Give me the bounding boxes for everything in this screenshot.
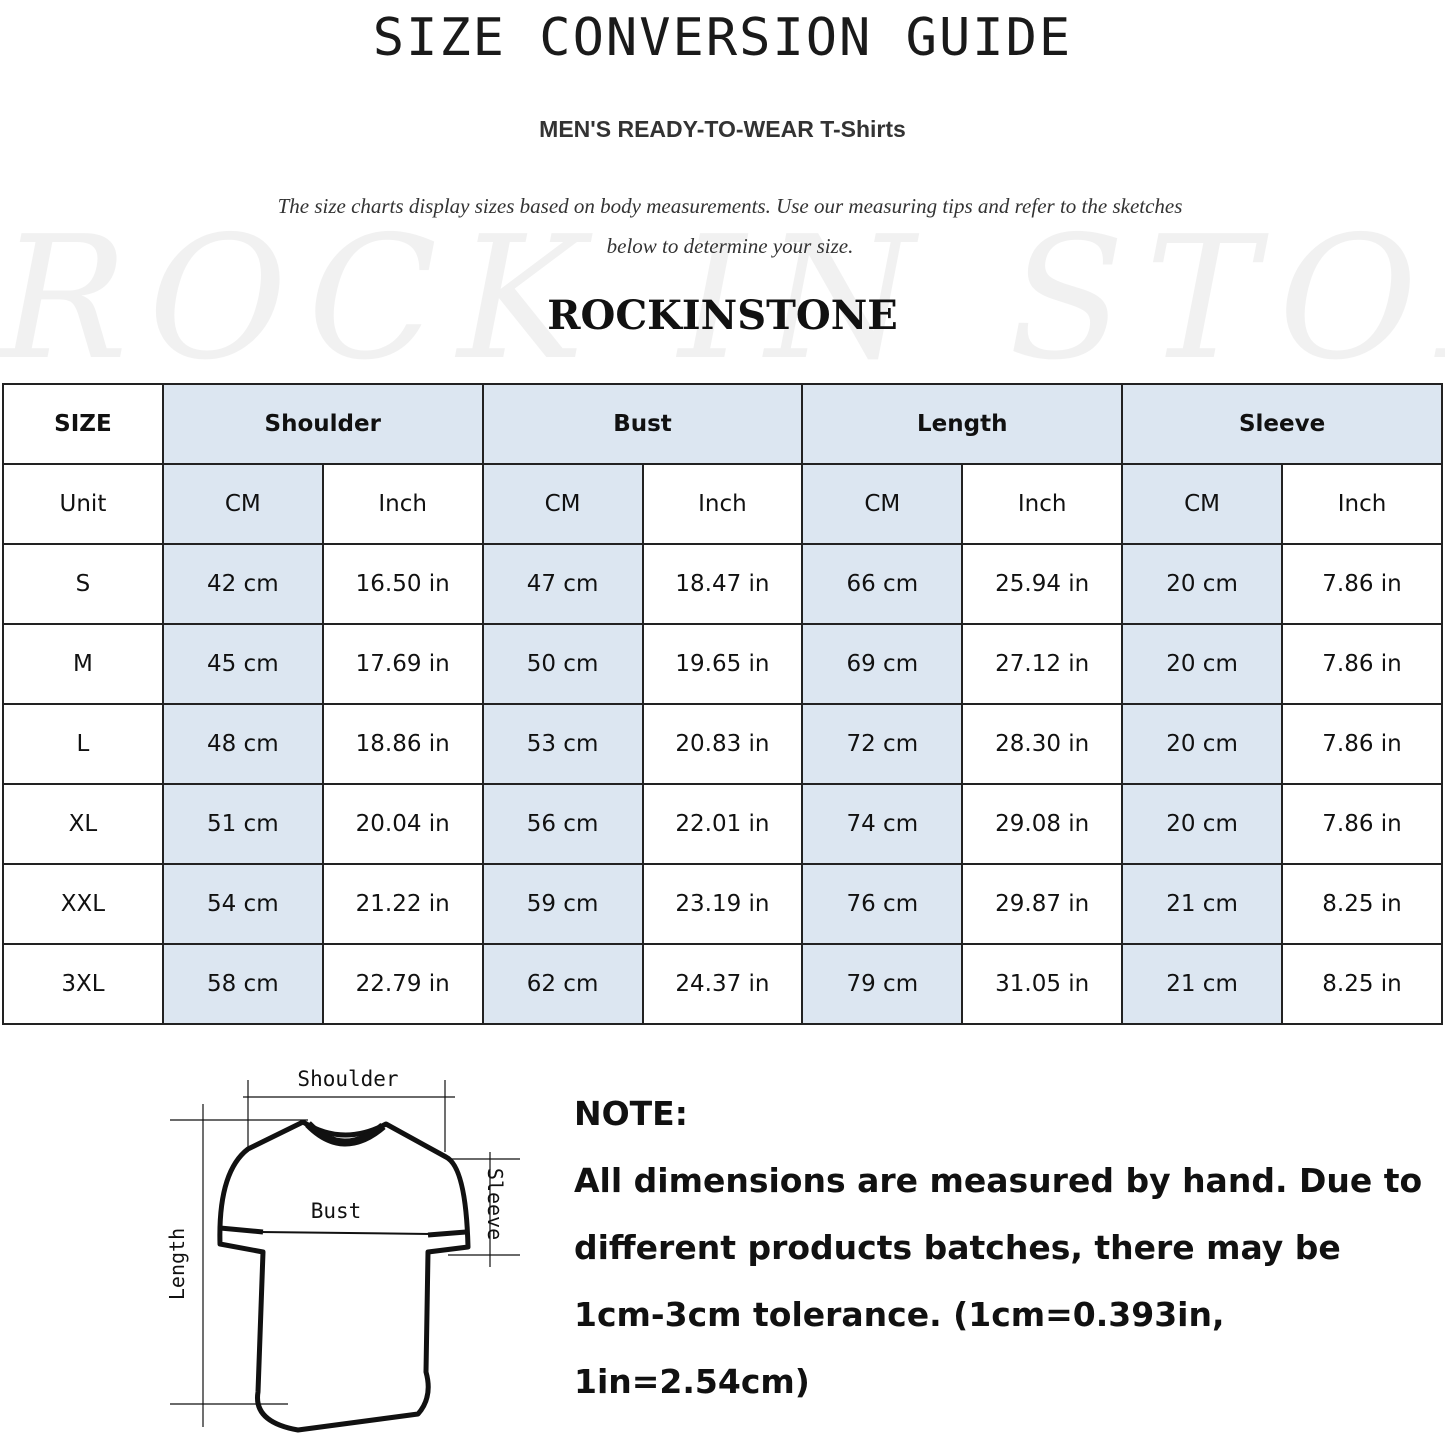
table-row: 3XL 58 cm 22.79 in 62 cm 24.37 in 79 cm 31.05 …	[2, 943, 1443, 1025]
brand-name: ROCKINSTONE	[547, 292, 898, 339]
value-cell: 22.79 in	[321, 943, 484, 1025]
unit-header: Inch	[321, 463, 484, 545]
value-cell: 24.37 in	[641, 943, 804, 1025]
value-cell: 25.94 in	[961, 543, 1124, 625]
value-cell: 21 cm	[1121, 863, 1283, 945]
size-table: SIZE Shoulder Bust Length Sleeve Unit CM Inch CM…	[2, 383, 1443, 1025]
unit-label: Unit	[2, 463, 164, 545]
value-cell: 29.87 in	[961, 863, 1124, 945]
value-cell: 58 cm	[161, 943, 324, 1025]
value-cell: 69 cm	[801, 623, 964, 705]
value-cell: 17.69 in	[321, 623, 484, 705]
value-cell: 47 cm	[481, 543, 644, 625]
value-cell: 20 cm	[1121, 703, 1283, 785]
table-row: L 48 cm 18.86 in 53 cm 20.83 in 72 cm 28.30 in…	[2, 703, 1443, 785]
value-cell: 79 cm	[801, 943, 964, 1025]
table-row: XL 51 cm 20.04 in 56 cm 22.01 in 74 cm 29.08 i…	[2, 783, 1443, 865]
sketch-label-length: Length	[165, 1228, 189, 1300]
note-heading: NOTE:	[574, 1094, 688, 1133]
value-cell: 76 cm	[801, 863, 964, 945]
unit-header: CM	[1121, 463, 1283, 545]
value-cell: 21 cm	[1121, 943, 1283, 1025]
size-header: SIZE	[2, 383, 164, 465]
tshirt-outline	[217, 1119, 471, 1433]
bust-line	[259, 1231, 431, 1235]
unit-header: Inch	[1281, 463, 1443, 545]
value-cell: 62 cm	[481, 943, 644, 1025]
value-cell: 16.50 in	[321, 543, 484, 625]
value-cell: 8.25 in	[1281, 863, 1443, 945]
group-header: Length	[801, 383, 1124, 465]
value-cell: 54 cm	[161, 863, 324, 945]
group-header: Sleeve	[1121, 383, 1443, 465]
value-cell: 21.22 in	[321, 863, 484, 945]
value-cell: 20 cm	[1121, 543, 1283, 625]
value-cell: 72 cm	[801, 703, 964, 785]
page-title: SIZE CONVERSION GUIDE	[372, 8, 1073, 68]
description-line: The size charts display sizes based on b…	[277, 194, 1183, 218]
size-cell: S	[2, 543, 164, 625]
value-cell: 20.04 in	[321, 783, 484, 865]
table-row: M 45 cm 17.69 in 50 cm 19.65 in 69 cm 27.12 in…	[2, 623, 1443, 705]
value-cell: 66 cm	[801, 543, 964, 625]
value-cell: 56 cm	[481, 783, 644, 865]
value-cell: 28.30 in	[961, 703, 1124, 785]
value-cell: 7.86 in	[1281, 623, 1443, 705]
measure-lines	[170, 1080, 520, 1427]
unit-row: Unit CM Inch CM Inch CM Inch CM Inch	[2, 463, 1443, 545]
value-cell: 19.65 in	[641, 623, 804, 705]
value-cell: 31.05 in	[961, 943, 1124, 1025]
value-cell: 27.12 in	[961, 623, 1124, 705]
value-cell: 48 cm	[161, 703, 324, 785]
value-cell: 59 cm	[481, 863, 644, 945]
group-header: Shoulder	[161, 383, 484, 465]
value-cell: 20 cm	[1121, 783, 1283, 865]
size-cell: XL	[2, 783, 164, 865]
watermark: ROCK IN STONE	[0, 200, 1445, 398]
note-line: different products batches, there may be	[574, 1228, 1341, 1267]
value-cell: 45 cm	[161, 623, 324, 705]
value-cell: 29.08 in	[961, 783, 1124, 865]
value-cell: 23.19 in	[641, 863, 804, 945]
value-cell: 20 cm	[1121, 623, 1283, 705]
value-cell: 50 cm	[481, 623, 644, 705]
size-cell: XXL	[2, 863, 164, 945]
unit-header: CM	[161, 463, 324, 545]
table-row: S 42 cm 16.50 in 47 cm 18.47 in 66 cm 25.94 in…	[2, 543, 1443, 625]
value-cell: 18.47 in	[641, 543, 804, 625]
subtitle: MEN'S READY-TO-WEAR T-Shirts	[539, 116, 906, 142]
size-cell: 3XL	[2, 943, 164, 1025]
sketch-label-bust: Bust	[311, 1199, 362, 1223]
value-cell: 7.86 in	[1281, 543, 1443, 625]
value-cell: 18.86 in	[321, 703, 484, 785]
description-line: below to determine your size.	[606, 234, 854, 258]
unit-header: Inch	[961, 463, 1124, 545]
description: The size charts display sizes based on b…	[230, 186, 1230, 266]
size-cell: L	[2, 703, 164, 785]
header-row: SIZE Shoulder Bust Length Sleeve	[2, 383, 1443, 465]
value-cell: 7.86 in	[1281, 783, 1443, 865]
value-cell: 7.86 in	[1281, 703, 1443, 785]
size-cell: M	[2, 623, 164, 705]
value-cell: 51 cm	[161, 783, 324, 865]
value-cell: 53 cm	[481, 703, 644, 785]
value-cell: 8.25 in	[1281, 943, 1443, 1025]
tshirt-sketch: Shoulder Bust Sleeve Length	[165, 1067, 520, 1433]
table-row: XXL 54 cm 21.22 in 59 cm 23.19 in 76 cm 29.87 …	[2, 863, 1443, 945]
value-cell: 74 cm	[801, 783, 964, 865]
unit-header: CM	[801, 463, 964, 545]
note-line: All dimensions are measured by hand. Due…	[574, 1161, 1423, 1200]
note: NOTE: All dimensions are measured by han…	[574, 1080, 1424, 1415]
group-header: Bust	[481, 383, 804, 465]
unit-header: Inch	[641, 463, 804, 545]
unit-header: CM	[481, 463, 644, 545]
value-cell: 22.01 in	[641, 783, 804, 865]
note-line: 1cm-3cm tolerance. (1cm=0.393in, 1in=2.5…	[574, 1295, 1225, 1401]
sketch-label-sleeve: Sleeve	[483, 1168, 507, 1240]
value-cell: 20.83 in	[641, 703, 804, 785]
sketch-label-shoulder: Shoulder	[297, 1067, 398, 1091]
value-cell: 42 cm	[161, 543, 324, 625]
